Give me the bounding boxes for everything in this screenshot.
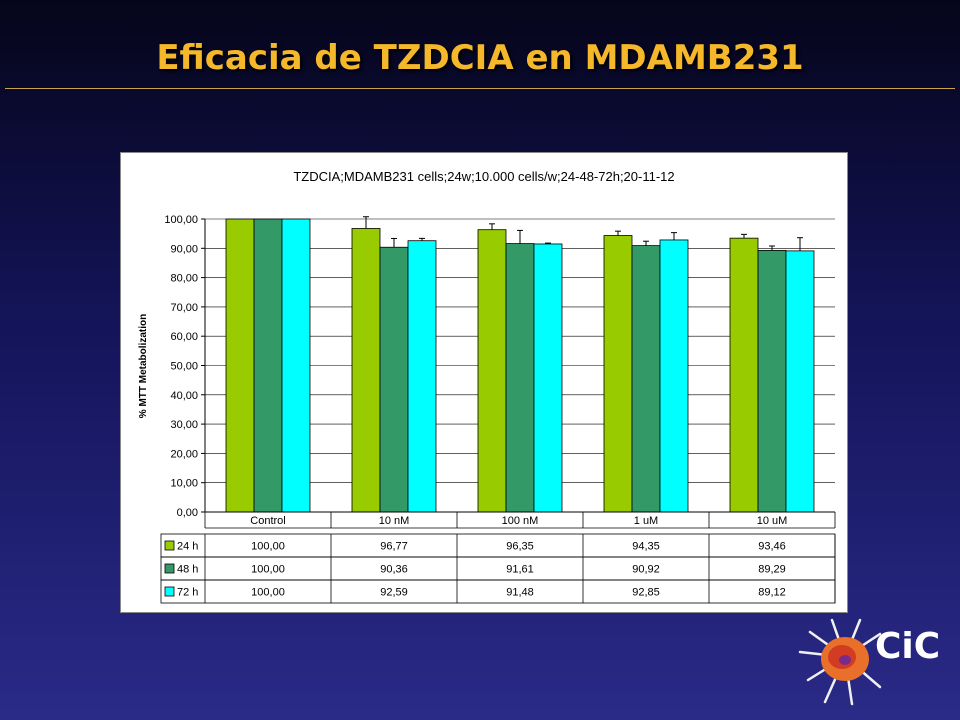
y-axis-label: % MTT Metabolization xyxy=(138,314,149,418)
table-value: 100,00 xyxy=(251,587,285,599)
bar-24h-2 xyxy=(477,229,507,513)
y-tick-label: 90,00 xyxy=(170,243,198,255)
category-label: Control xyxy=(250,515,285,527)
category-label: 1 uM xyxy=(634,515,658,527)
legend-swatch xyxy=(164,540,175,551)
slide-title: Eficacia de TZDCIA en MDAMB231 xyxy=(156,38,804,78)
bar-24h-4 xyxy=(729,237,759,513)
y-tick-label: 70,00 xyxy=(170,302,198,314)
bars xyxy=(225,216,815,513)
bar-24h-0 xyxy=(225,218,255,513)
y-tick-label: 80,00 xyxy=(170,273,198,285)
bar-48h-2 xyxy=(505,243,535,513)
y-tick-label: 100,00 xyxy=(164,214,198,226)
legend-swatch xyxy=(164,586,175,597)
bar-72h-0 xyxy=(281,218,311,513)
y-tick-label: 10,00 xyxy=(170,478,198,490)
bar-24h-3 xyxy=(603,235,633,513)
table-value: 90,36 xyxy=(380,564,408,576)
bar-48h-1 xyxy=(379,246,409,513)
chart-panel: TZDCIA;MDAMB231 cells;24w;10.000 cells/w… xyxy=(120,152,848,613)
bar-72h-3 xyxy=(659,239,689,513)
table-value: 91,48 xyxy=(506,587,534,599)
y-tick-label: 20,00 xyxy=(170,448,198,460)
data-table: Control 10 nM 100 nM 1 uM 10 uM 24 h 100,00 96,… xyxy=(160,512,836,604)
bar-72h-1 xyxy=(407,240,437,513)
bar-48h-0 xyxy=(253,218,283,513)
table-value: 96,35 xyxy=(506,541,534,553)
legend-swatch xyxy=(164,563,175,574)
bar-48h-3 xyxy=(631,245,661,513)
logo-text: CiC xyxy=(875,626,940,667)
legend-label: 48 h xyxy=(177,564,198,576)
chart-title: TZDCIA;MDAMB231 cells;24w;10.000 cells/w… xyxy=(293,169,674,184)
table-value: 91,61 xyxy=(506,564,534,576)
table-value: 93,46 xyxy=(758,541,786,553)
bar-24h-1 xyxy=(351,228,381,513)
category-label: 100 nM xyxy=(502,515,539,527)
bar-72h-4 xyxy=(785,250,815,513)
table-value: 89,12 xyxy=(758,587,786,599)
y-tick-label: 50,00 xyxy=(170,361,198,373)
y-tick-label: 0,00 xyxy=(177,507,198,519)
table-value: 92,85 xyxy=(632,587,660,599)
bar-chart: TZDCIA;MDAMB231 cells;24w;10.000 cells/w… xyxy=(138,169,836,604)
table-value: 100,00 xyxy=(251,541,285,553)
axes: 0,00 10,00 20,00 30,00 40,00 50,00 60,00 70,00 8… xyxy=(164,214,835,519)
title-divider xyxy=(5,88,955,89)
legend-label: 24 h xyxy=(177,541,198,553)
y-tick-label: 60,00 xyxy=(170,331,198,343)
category-label: 10 nM xyxy=(379,515,410,527)
table-value: 96,77 xyxy=(380,541,408,553)
table-value: 89,29 xyxy=(758,564,786,576)
legend-label: 72 h xyxy=(177,587,198,599)
y-tick-label: 30,00 xyxy=(170,419,198,431)
table-value: 100,00 xyxy=(251,564,285,576)
bar-72h-2 xyxy=(533,243,563,513)
bar-48h-4 xyxy=(757,249,787,513)
table-value: 92,59 xyxy=(380,587,408,599)
table-value: 94,35 xyxy=(632,541,660,553)
cic-logo: CiC xyxy=(798,618,940,706)
y-tick-label: 40,00 xyxy=(170,390,198,402)
table-value: 90,92 xyxy=(632,564,660,576)
category-label: 10 uM xyxy=(757,515,788,527)
cell-logo-icon xyxy=(798,618,882,706)
